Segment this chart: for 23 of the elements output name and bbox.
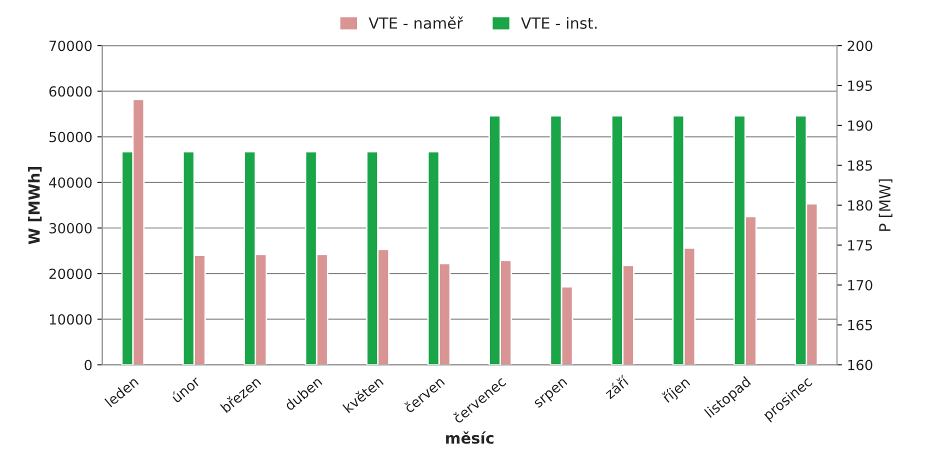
y-tick-label: 50000 <box>49 132 92 142</box>
x-tick-label: říjen <box>661 376 692 405</box>
y2-tick-label: 170 <box>848 280 872 290</box>
y2-tick-label: 185 <box>848 160 872 171</box>
y-tick-label: 20000 <box>49 268 92 280</box>
y2-tick-label: 190 <box>848 120 872 131</box>
y2-tick-label: 165 <box>848 320 872 330</box>
y2-axis-title: P [MW] <box>878 179 892 231</box>
y-tick-label: 10000 <box>50 314 92 325</box>
legend-label: VTE - naměř <box>368 16 463 29</box>
x-axis-title: měsíc <box>446 431 494 444</box>
y2-tick-label: 160 <box>848 360 872 370</box>
y-tick-label: 0 <box>84 360 92 370</box>
legend-label: VTE - inst. <box>520 17 597 29</box>
y2-tick-label: 200 <box>848 40 872 52</box>
y-tick-label: 40000 <box>49 177 92 188</box>
y-tick-label: 70000 <box>50 40 92 52</box>
y-tick-label: 30000 <box>49 222 92 234</box>
y-tick-label: 60000 <box>49 86 92 97</box>
y2-tick-label: 180 <box>848 200 872 211</box>
y-axis-title: W [MWh] <box>28 166 42 244</box>
y2-tick-label: 195 <box>848 80 872 91</box>
y2-tick-label: 175 <box>848 240 872 251</box>
